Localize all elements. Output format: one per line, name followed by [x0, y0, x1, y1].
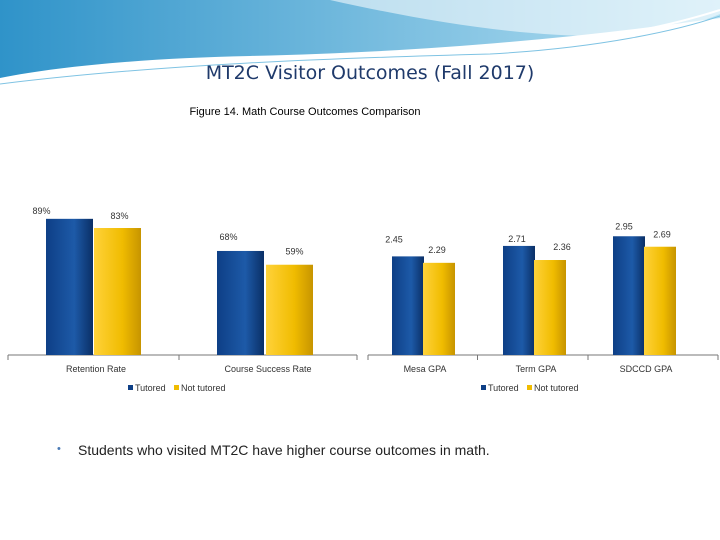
slide-title: MT2C Visitor Outcomes (Fall 2017) [205, 62, 535, 84]
bar-not-tutored [644, 246, 676, 355]
bullet-text: Students who visited MT2C have higher co… [78, 442, 490, 458]
legend-label: Tutored [135, 383, 166, 393]
x-tick-label: Retention Rate [66, 364, 126, 374]
data-label: 2.29 [428, 245, 446, 255]
data-label: 83% [110, 211, 128, 221]
legend-label: Tutored [488, 383, 519, 393]
legend-swatch [527, 385, 532, 390]
legend-swatch [174, 385, 179, 390]
x-tick-label: Course Success Rate [224, 364, 311, 374]
outcomes-bar-chart: 89% 83% Retention Rate 68% 59% Course Success… [7, 206, 719, 393]
data-label: 2.71 [508, 234, 526, 244]
data-label: 2.95 [615, 221, 633, 231]
x-tick-label: Term GPA [516, 364, 557, 374]
bullet-icon: • [57, 443, 61, 455]
legend-swatch [128, 385, 133, 390]
bar-tutored [503, 245, 535, 355]
bar-tutored [46, 218, 93, 355]
data-label: 68% [219, 232, 237, 242]
bar-tutored [392, 256, 424, 355]
figure-caption: Figure 14. Math Course Outcomes Comparis… [189, 106, 421, 118]
data-label: 2.36 [553, 242, 571, 252]
x-tick-label: SDCCD GPA [620, 364, 673, 374]
bar-tutored [217, 250, 264, 355]
legend-label: Not tutored [534, 383, 579, 393]
data-label: 2.69 [653, 230, 671, 240]
data-label: 89% [32, 206, 50, 216]
header-swoosh-banner [0, 0, 720, 85]
data-label: 2.45 [385, 234, 403, 244]
bar-not-tutored [534, 260, 566, 355]
data-label: 59% [285, 247, 303, 257]
x-tick-label: Mesa GPA [404, 364, 447, 374]
bar-not-tutored [423, 262, 455, 355]
legend-swatch [481, 385, 486, 390]
bar-not-tutored [266, 264, 313, 355]
bar-tutored [613, 236, 645, 355]
legend-label: Not tutored [181, 383, 226, 393]
bar-not-tutored [94, 228, 141, 355]
